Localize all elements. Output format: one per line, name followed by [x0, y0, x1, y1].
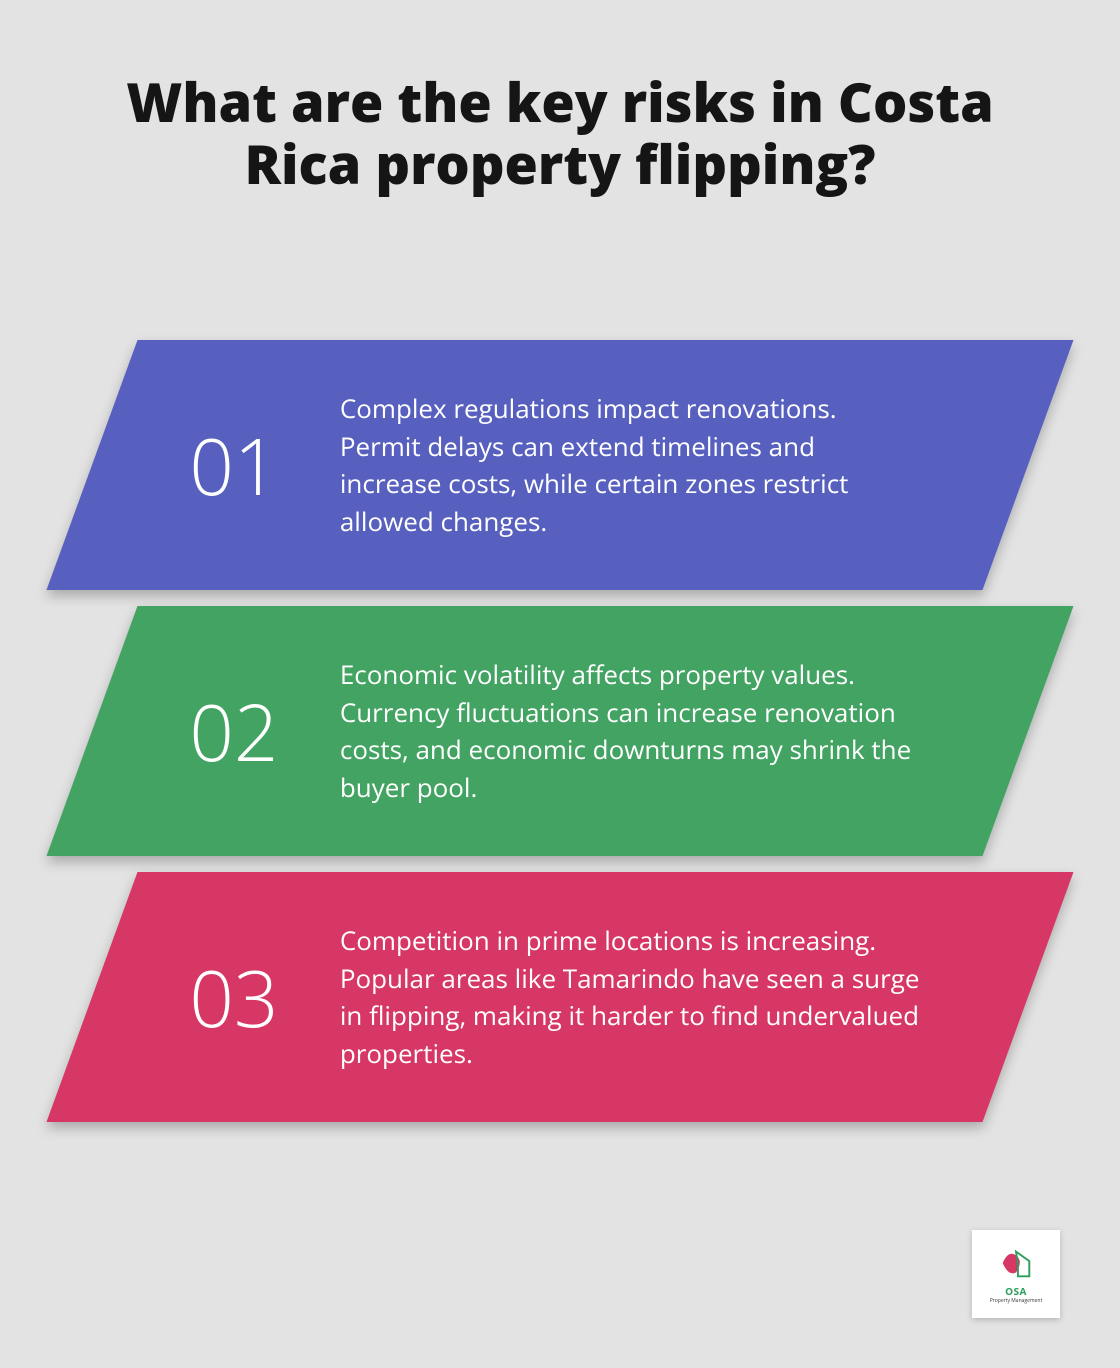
risk-card-3: 03 Competition in prime locations is inc…: [47, 872, 1074, 1122]
risk-card-2: 02 Economic volatility affects property …: [47, 606, 1074, 856]
risk-number: 01: [164, 412, 304, 518]
risk-number: 02: [164, 678, 304, 784]
card-stack: 01 Complex regulations impact renovation…: [0, 340, 1120, 1122]
logo-brand-text: OSA: [1005, 1284, 1027, 1298]
risk-description: Competition in prime locations is increa…: [340, 922, 920, 1073]
risk-number: 03: [164, 944, 304, 1050]
logo-sub-text: Property Management: [990, 1298, 1042, 1304]
risk-card-1: 01 Complex regulations impact renovation…: [47, 340, 1074, 590]
risk-description: Complex regulations impact renovations. …: [340, 390, 920, 541]
brand-logo: OSA Property Management: [972, 1230, 1060, 1318]
logo-icon: [997, 1244, 1035, 1282]
page-title: What are the key risks in Costa Rica pro…: [70, 70, 1050, 194]
risk-description: Economic volatility affects property val…: [340, 656, 920, 807]
